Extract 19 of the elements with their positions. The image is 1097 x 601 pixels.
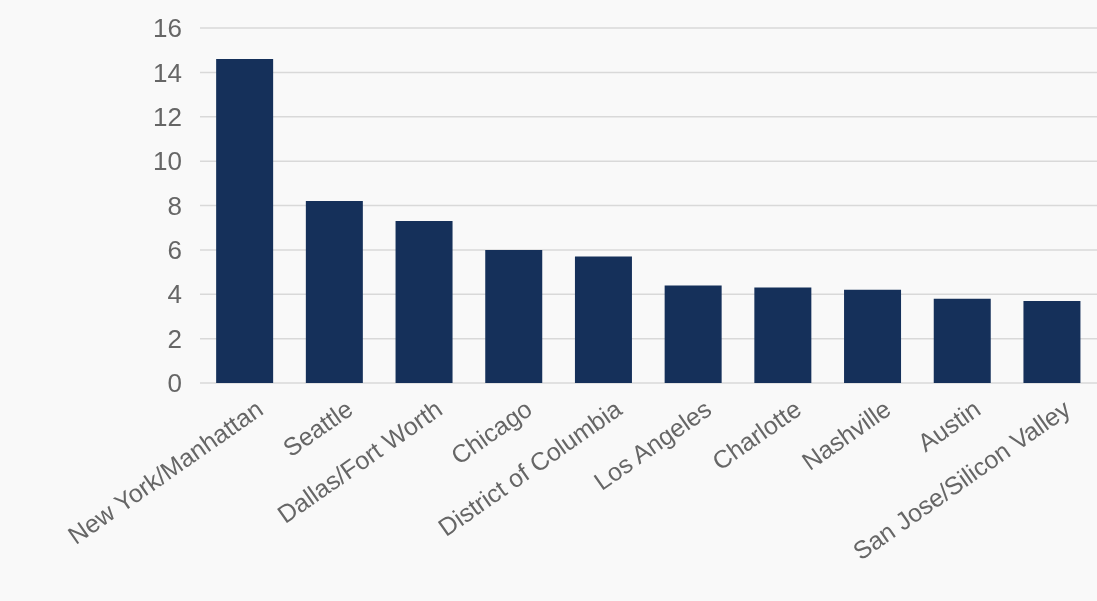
bar	[395, 221, 453, 383]
y-tick-label: 4	[167, 279, 182, 310]
bar	[216, 59, 274, 383]
y-tick-label: 6	[167, 235, 182, 266]
y-tick-label: 0	[167, 368, 182, 399]
bar	[1023, 300, 1081, 383]
y-tick-label: 16	[153, 13, 182, 44]
bar	[754, 287, 812, 383]
bar	[574, 256, 632, 383]
bar	[305, 201, 363, 383]
bar	[844, 289, 902, 383]
y-tick-label: 14	[153, 57, 182, 88]
bar	[664, 285, 722, 383]
bar	[933, 298, 991, 383]
y-tick-label: 10	[153, 146, 182, 177]
bar	[485, 249, 543, 383]
y-tick-label: 12	[153, 101, 182, 132]
y-tick-label: 8	[167, 190, 182, 221]
y-tick-label: 2	[167, 323, 182, 354]
